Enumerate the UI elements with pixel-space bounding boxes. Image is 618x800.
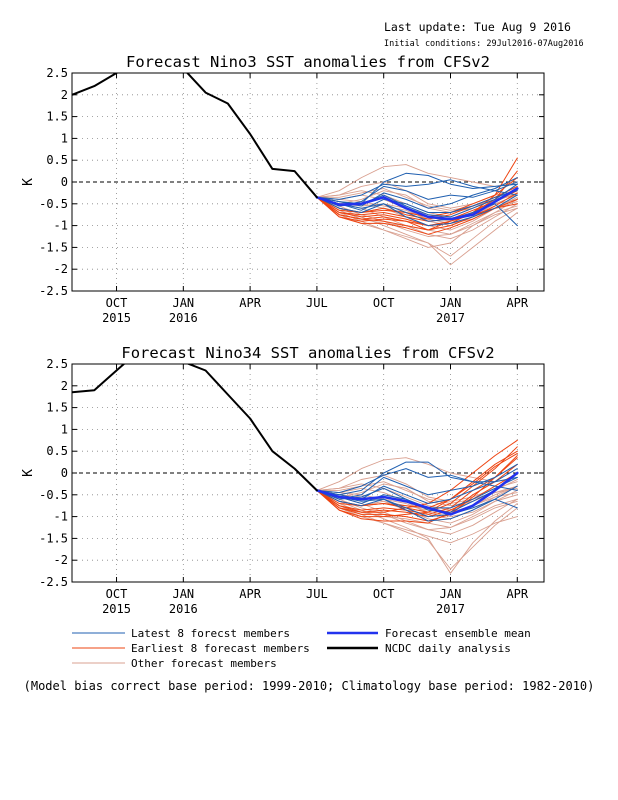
- y-tick-label: -0.5: [39, 488, 68, 502]
- earliest-member-line: [316, 472, 518, 518]
- y-tick-label: 2.5: [46, 66, 68, 80]
- x-tick-label-year: 2017: [436, 311, 465, 325]
- last-update-text: Last update: Tue Aug 9 2016: [384, 20, 571, 34]
- x-tick-label-month: JUL: [306, 296, 328, 310]
- nino3-panel: Forecast Nino3 SST anomalies from CFSv2 K…: [21, 53, 545, 325]
- legend-latest-label: Latest 8 forecst members: [131, 627, 290, 640]
- y-tick-label: 1.5: [46, 401, 68, 415]
- series-group: [72, 73, 519, 266]
- y-tick-label: 1.5: [46, 110, 68, 124]
- other-member-line: [316, 164, 518, 198]
- y-tick-label: 0: [61, 466, 68, 480]
- earliest-member-line: [316, 196, 518, 235]
- y-tick-label: 2: [61, 88, 68, 102]
- y-tick-label: 0.5: [46, 444, 68, 458]
- x-tick-label-year: 2015: [102, 602, 131, 616]
- x-tick-label-month: OCT: [106, 296, 128, 310]
- legend-earliest-label: Earliest 8 forecast members: [131, 642, 310, 655]
- other-member-line: [316, 489, 518, 544]
- y-tick-label: 2.5: [46, 357, 68, 371]
- x-tick-label-month: APR: [239, 296, 261, 310]
- x-tick-label-month: OCT: [373, 296, 395, 310]
- earliest-member-line: [316, 463, 518, 524]
- y-tick-label: 2: [61, 379, 68, 393]
- x-tick-label-month: APR: [239, 587, 261, 601]
- earliest-member-line: [316, 455, 518, 522]
- x-tick-label-month: OCT: [373, 587, 395, 601]
- y-tick-label: 1: [61, 131, 68, 145]
- series-group: [72, 364, 519, 574]
- y-tick-label: -2: [54, 553, 68, 567]
- latest-member-line: [316, 179, 518, 200]
- y-tick-label: -2.5: [39, 575, 68, 589]
- earliest-member-line: [316, 450, 518, 518]
- x-tick-label-year: 2015: [102, 311, 131, 325]
- other-member-line: [316, 188, 518, 211]
- initial-conditions-text: Initial conditions: 29Jul2016-07Aug2016: [384, 39, 584, 49]
- analysis-line: [72, 73, 318, 199]
- latest-member-line: [316, 190, 518, 213]
- x-tick-label-month: JUL: [306, 587, 328, 601]
- x-tick-label-month: JAN: [172, 587, 194, 601]
- x-tick-label-month: JAN: [172, 296, 194, 310]
- y-tick-label: -0.5: [39, 197, 68, 211]
- chart-title: Forecast Nino3 SST anomalies from CFSv2: [126, 53, 490, 71]
- y-axis-label: K: [21, 178, 36, 186]
- latest-member-line: [316, 468, 518, 494]
- latest-member-line: [316, 485, 518, 522]
- earliest-member-line: [316, 192, 518, 231]
- y-tick-label: -1: [54, 219, 68, 233]
- latest-member-line: [316, 194, 518, 227]
- earliest-member-line: [316, 190, 518, 222]
- legend: Latest 8 forecst members Earliest 8 fore…: [72, 627, 531, 670]
- ensemble-mean-line: [315, 187, 519, 221]
- y-tick-label: -1.5: [39, 240, 68, 254]
- x-tick-label-year: 2016: [169, 602, 198, 616]
- y-tick-label: -2: [54, 262, 68, 276]
- y-tick-label: -1: [54, 510, 68, 524]
- legend-mean-label: Forecast ensemble mean: [385, 627, 531, 640]
- x-tick-label-year: 2017: [436, 602, 465, 616]
- earliest-member-line: [316, 446, 518, 513]
- chart-title: Forecast Nino34 SST anomalies from CFSv2: [121, 344, 494, 362]
- y-tick-label: 1: [61, 422, 68, 436]
- legend-other-label: Other forecast members: [131, 657, 277, 670]
- footnote: (Model bias correct base period: 1999-20…: [24, 679, 595, 693]
- x-tick-label-month: JAN: [440, 587, 462, 601]
- x-tick-label-month: JAN: [440, 296, 462, 310]
- y-axis-label: K: [21, 469, 36, 477]
- analysis-line: [72, 364, 318, 492]
- y-tick-label: 0.5: [46, 153, 68, 167]
- x-tick-label-year: 2016: [169, 311, 198, 325]
- other-member-line: [316, 457, 518, 491]
- ensemble-mean-line: [315, 471, 519, 516]
- y-tick-label: 0: [61, 175, 68, 189]
- other-member-line: [316, 196, 518, 257]
- x-tick-label-month: OCT: [106, 587, 128, 601]
- x-tick-label-month: APR: [506, 296, 528, 310]
- y-tick-label: -2.5: [39, 284, 68, 298]
- nino34-panel: Forecast Nino34 SST anomalies from CFSv2…: [21, 344, 545, 616]
- legend-analysis-label: NCDC daily analysis: [385, 642, 511, 655]
- latest-member-line: [316, 172, 518, 205]
- other-member-line: [316, 489, 518, 518]
- x-tick-label-month: APR: [506, 587, 528, 601]
- y-tick-label: -1.5: [39, 531, 68, 545]
